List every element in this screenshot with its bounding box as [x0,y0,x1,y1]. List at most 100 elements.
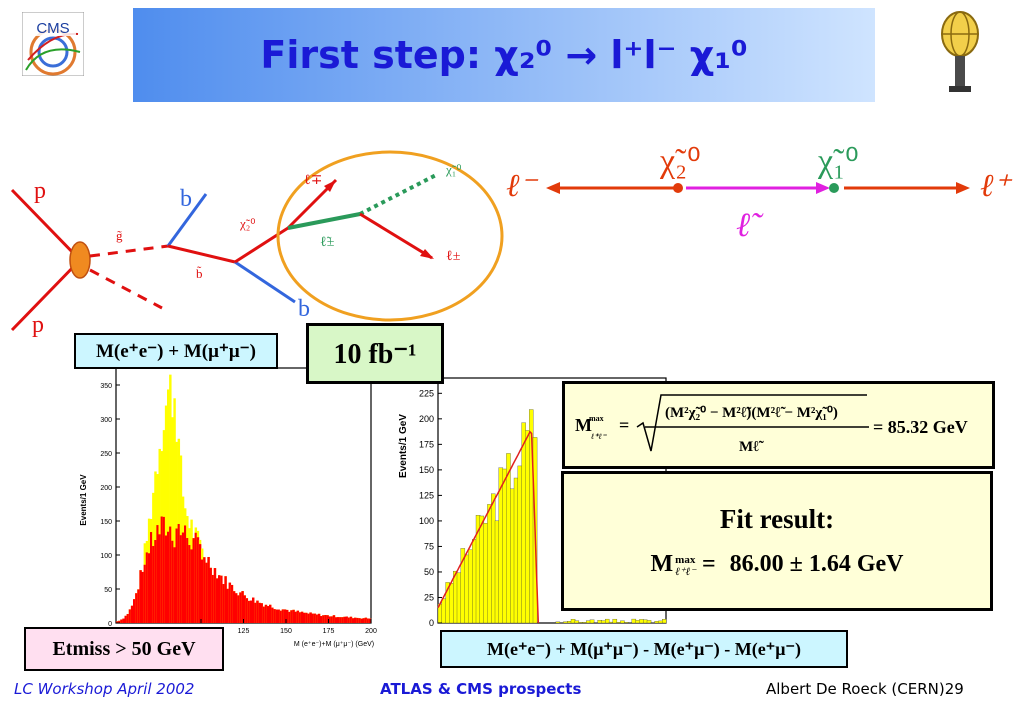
hist-bar-red [296,610,300,623]
hist-bar-red [315,614,319,623]
hist-bar-yellow [464,554,469,624]
label-chi1: χ̃₁⁰ [445,162,462,177]
footer-center: ATLAS & CMS prospects [380,680,582,698]
hist-bar-yellow [483,523,488,624]
hist-bar-yellow [589,619,595,624]
hist-bar-red [124,615,127,623]
y-tick-label-left: 150 [100,519,112,526]
hist-bar-yellow [167,389,170,623]
footer-left: LC Workshop April 2002 [14,680,195,698]
y-tick-label-right: 0 [429,618,434,628]
hist-bar-red [311,613,314,623]
mmax-formula-box: M max ℓ⁺ℓ⁻ = (M²χ̃₂⁰ − M²ℓ̃)(M²ℓ̃ − M²χ̃… [562,381,995,469]
hist-bar-red [273,609,276,623]
hist-bar-red [347,617,351,623]
hist-bar-red [362,618,365,623]
y-tick-label-right: 50 [424,567,434,577]
hist-bar-yellow [574,620,580,624]
luminosity-label: 10 fb⁻¹ [333,338,417,370]
hist-bar-yellow [601,620,606,624]
label-sbottom: b̃ [196,266,203,281]
hist-bar-yellow [582,622,587,624]
hist-bar-red [317,613,321,623]
svg-text:=: = [619,415,629,435]
hist-bar-red [126,613,130,623]
hist-bar-red [177,523,181,623]
second-sparticle-line [89,268,163,310]
hist-bar-red [201,559,204,623]
atlas-logo [935,6,985,96]
hist-bar-red [330,616,334,623]
hist-bar-red [245,598,249,623]
b-quark-bottom [234,260,296,304]
hist-bar-red [184,525,187,623]
page-title: First step: χ₂⁰ → l⁺l⁻ χ₁⁰ [260,33,748,77]
hist-bar-yellow [635,620,640,624]
hist-bar-red [196,537,200,623]
slepton-line [287,212,361,230]
hist-bar-red [211,574,215,623]
hist-bar-red [356,617,359,623]
hist-bar-red [360,618,363,623]
hist-bar-red [141,571,144,623]
svg-text:max: max [589,414,604,423]
decay-region-oval [276,150,504,322]
hist-bar-red [224,576,227,623]
hist-bar-red [337,617,340,623]
page-number: 29 [944,680,964,698]
hist-bar-red [366,618,370,623]
mass-sum-box: M(e⁺e⁻) + M(μ⁺μ⁻) [74,333,278,369]
hist-bar-yellow [487,504,492,624]
hist-bar-yellow [479,515,485,624]
hist-bar-red [181,532,185,623]
svg-text:ℓ⁺ℓ⁻: ℓ⁺ℓ⁻ [591,432,607,441]
fit-title: Fit result: [719,504,835,534]
hist-bar-red [156,525,159,623]
hist-bar-red [349,616,353,623]
fit-equation: M max ℓ⁺ℓ⁻ = 86.00 ± 1.64 GeV [650,551,904,578]
hist-bar-red [145,552,149,623]
hist-bar-yellow [171,417,174,623]
hist-bar-yellow [517,465,523,624]
hist-bar-red [230,584,234,623]
hist-bar-yellow [494,520,500,624]
met-cut-box: Etmiss > 50 GeV [24,627,224,671]
hist-bar-red [332,615,336,623]
fit-lhs: M [650,551,674,577]
hist-bar-red [294,611,297,623]
y-axis-label-right: Events/1 GeV [398,414,409,478]
hist-bar-red [209,567,212,623]
hist-bar-red [277,609,280,623]
hist-bar-red [237,595,240,623]
hist-bar-red [130,605,134,623]
hist-bar-red [368,618,372,623]
hist-bar-red [354,617,357,623]
mass-sub-box: M(e⁺e⁻) + M(μ⁺μ⁻) - M(e⁺μ⁻) - M(e⁺μ⁻) [440,630,848,668]
y-tick-label-left: 350 [100,383,112,390]
hist-bar-red [128,609,132,623]
hist-bar-red [288,611,291,623]
hist-bar-red [150,532,153,623]
met-cut-label: Etmiss > 50 GeV [52,637,196,660]
hist-bar-red [252,597,255,623]
hist-bar-red [218,575,221,623]
hist-bar-red [192,538,195,623]
lepton-pm-line [359,212,433,260]
hist-bar-yellow [506,453,511,624]
hist-bar-red [351,618,355,623]
hist-bar-red [232,591,236,623]
hist-bar-yellow [608,621,614,624]
hist-bar-red [152,546,155,623]
hist-bar-red [343,616,346,623]
hist-bar-red [264,604,268,623]
hist-bar-yellow [646,620,652,624]
svg-text:Mℓ̃: Mℓ̃ [739,439,764,455]
hist-bar-red [339,617,342,623]
hist-bar-red [147,553,151,623]
hist-bar-red [309,612,312,623]
hist-bar-red [271,607,274,623]
hist-bar-red [334,617,338,623]
fit-curve [437,430,540,624]
label-p-top: p [34,178,46,204]
